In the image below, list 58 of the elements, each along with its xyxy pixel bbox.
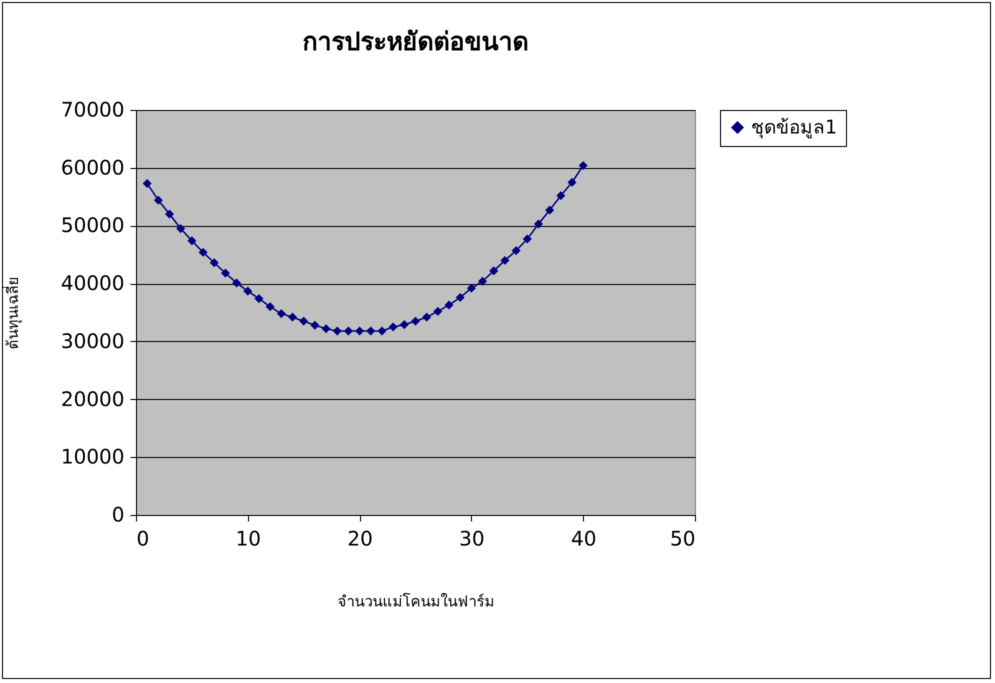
chart-title: การประหยัดต่อขนาด — [302, 27, 528, 56]
point — [220, 268, 230, 278]
y-tick-label: 60000 — [60, 155, 124, 180]
y-tick-label: 20000 — [60, 386, 124, 411]
y-tick-label: 30000 — [60, 328, 124, 353]
point — [522, 234, 532, 244]
point — [400, 320, 409, 330]
x-tick-label: 40 — [570, 526, 596, 550]
point — [456, 292, 465, 302]
point — [444, 300, 454, 310]
y-axis-title: ต้นทุนเฉลี่ย — [2, 276, 23, 350]
point — [545, 206, 554, 215]
point — [254, 294, 264, 304]
point — [322, 324, 331, 334]
point — [466, 284, 476, 293]
x-tick-label: 0 — [136, 526, 150, 550]
point — [344, 326, 353, 336]
y-tick-label: 40000 — [60, 271, 124, 296]
x-tick-label: 30 — [459, 526, 485, 550]
y-tick-label: 50000 — [60, 213, 124, 238]
x-tick-label: 20 — [347, 526, 373, 550]
point — [534, 220, 543, 228]
point — [512, 246, 521, 256]
point — [243, 286, 252, 296]
point — [154, 196, 163, 205]
point — [332, 326, 342, 336]
point — [388, 322, 398, 332]
point — [310, 320, 320, 330]
x-axis-title: จำนวนแม่โคนมในฟาร์ม — [338, 592, 494, 610]
point — [556, 191, 566, 200]
point — [578, 161, 588, 170]
x-tick-label: 10 — [236, 526, 262, 550]
point — [288, 312, 297, 322]
y-tick-label: 70000 — [60, 98, 124, 122]
point — [433, 306, 442, 316]
point — [478, 276, 488, 286]
point — [142, 179, 152, 188]
point — [355, 326, 364, 336]
y-tick-label: 0 — [112, 502, 124, 526]
point — [198, 248, 208, 257]
x-tick-label: 50 — [670, 526, 696, 550]
point — [366, 326, 376, 336]
point — [210, 258, 219, 268]
point — [500, 256, 510, 265]
point — [422, 312, 432, 322]
point — [276, 309, 286, 318]
point — [266, 302, 275, 312]
point — [489, 266, 498, 276]
point — [299, 316, 308, 326]
point — [232, 278, 242, 288]
point — [411, 316, 420, 326]
y-tick-label: 10000 — [60, 444, 124, 469]
point — [568, 178, 576, 187]
point — [165, 210, 174, 219]
point — [176, 224, 186, 234]
legend-label: ชุดข้อมูล1 — [751, 116, 838, 140]
point — [187, 236, 196, 246]
point — [377, 326, 386, 336]
